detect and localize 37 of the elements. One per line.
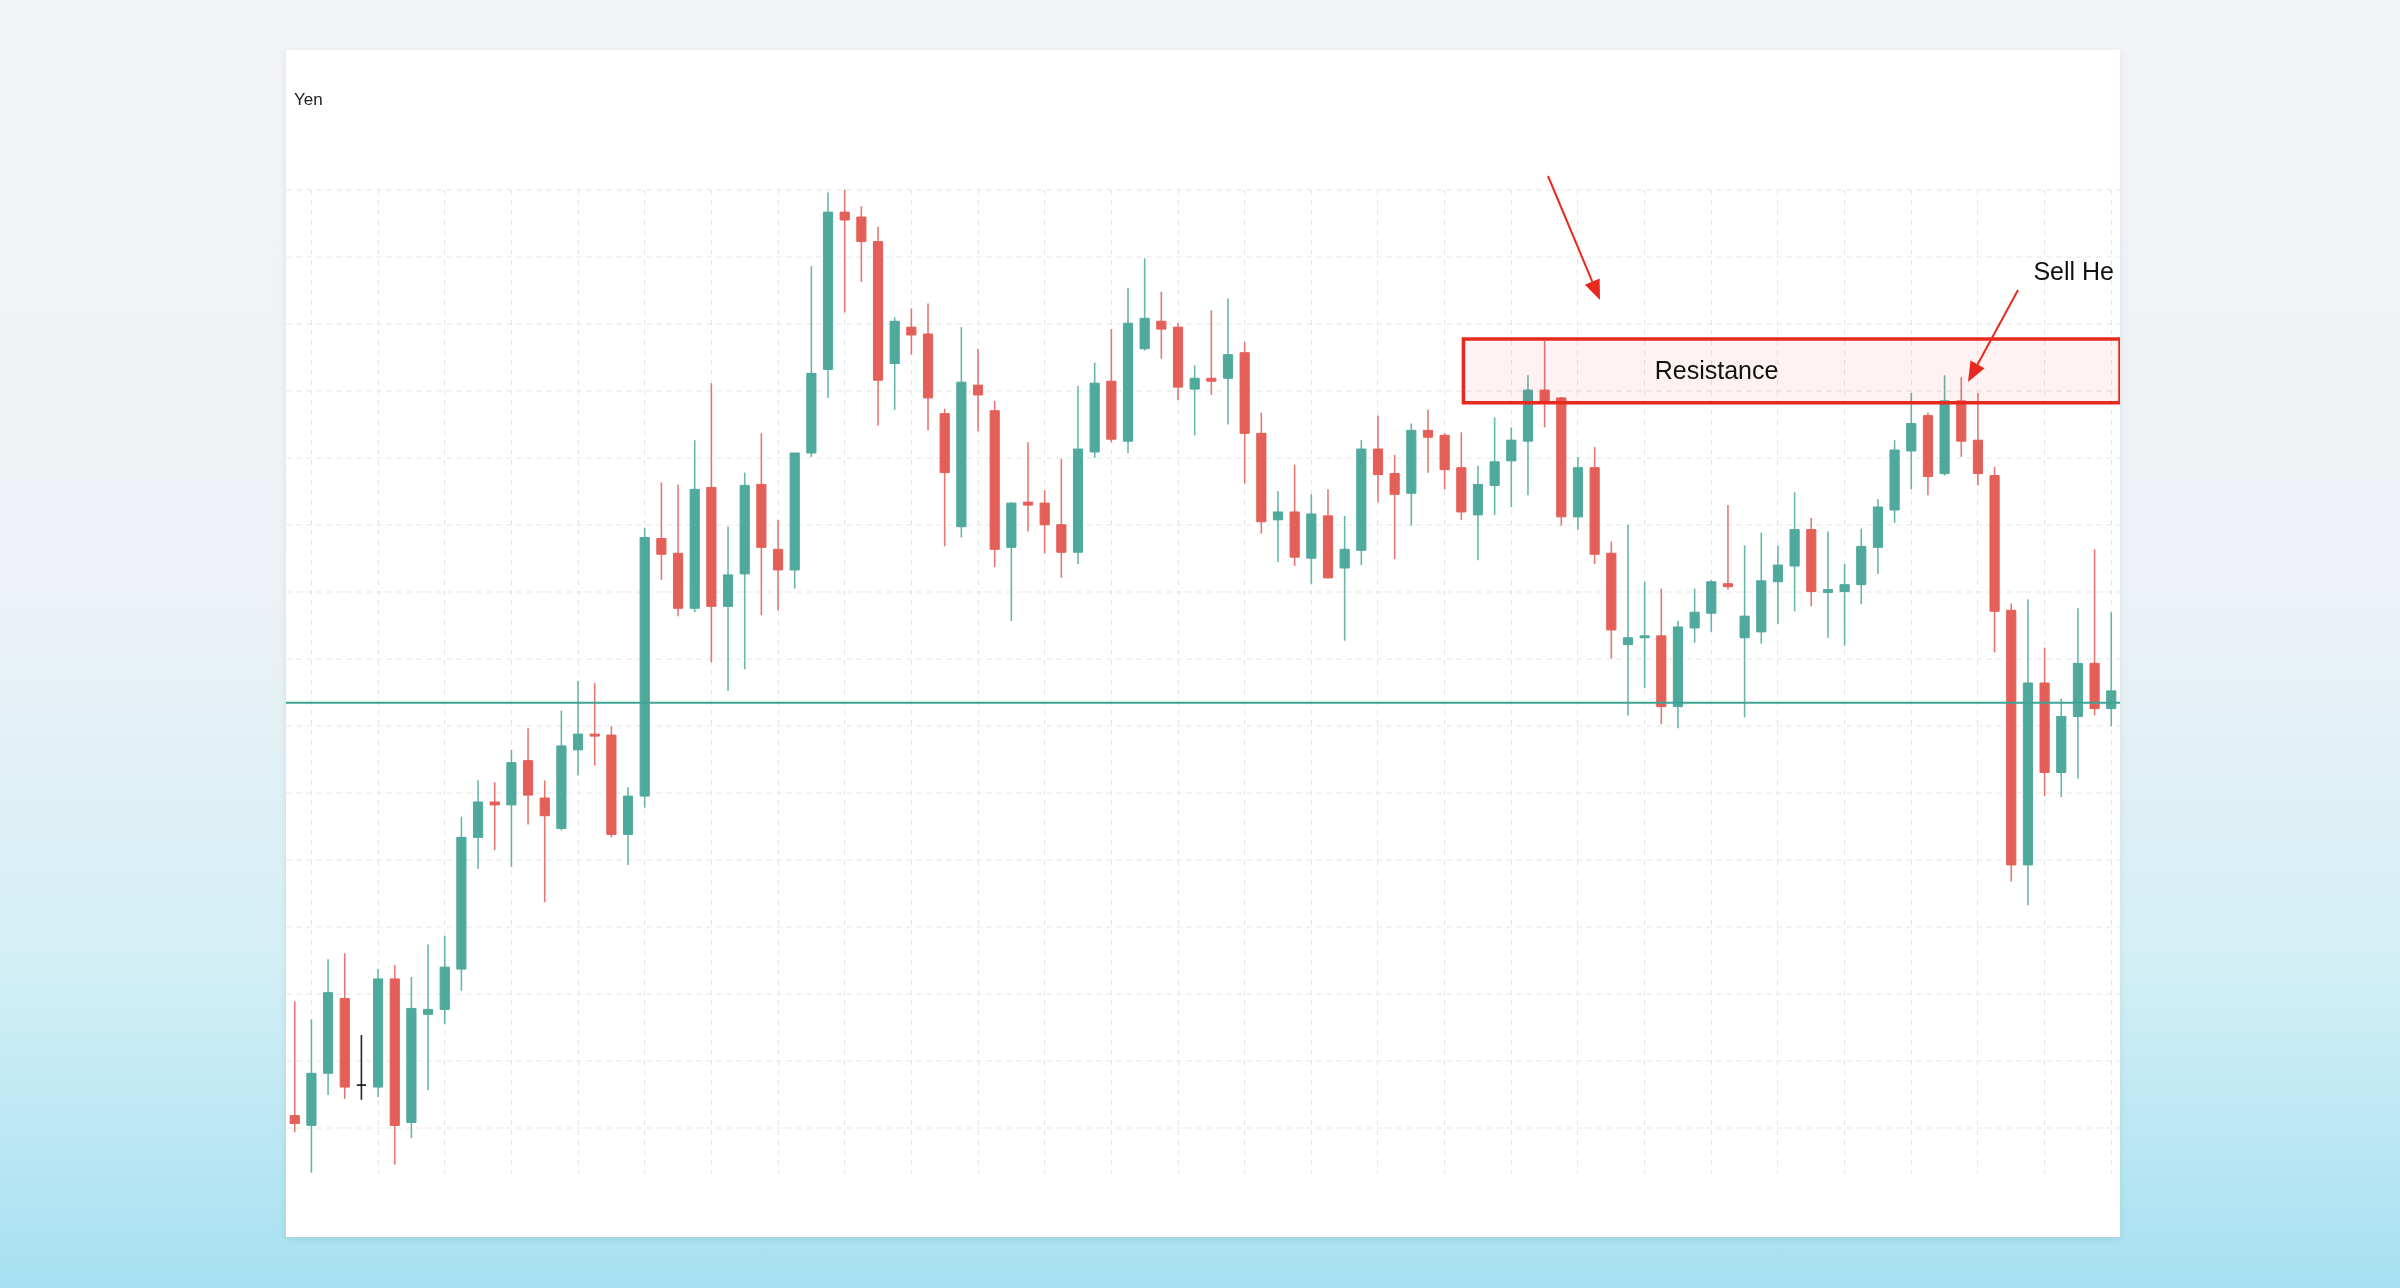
candlestick	[539, 779, 550, 904]
chart-title: Yen	[294, 90, 323, 109]
candlestick	[1022, 441, 1034, 533]
candlestick	[1739, 544, 1750, 719]
candlestick	[1222, 297, 1234, 426]
candlestick	[906, 307, 917, 356]
candlestick	[656, 481, 667, 581]
candlestick	[1622, 523, 1634, 717]
candlestick	[972, 347, 984, 433]
candlestick	[2106, 611, 2117, 728]
candlestick	[1506, 426, 1517, 508]
candlestick	[356, 1034, 367, 1101]
candlestick	[1539, 340, 1550, 429]
candlestick	[489, 781, 500, 851]
candlestick	[1822, 530, 1834, 639]
candlestick	[1389, 454, 1400, 560]
candlestick	[1339, 515, 1350, 642]
candlestick	[1839, 563, 1850, 647]
candlestick	[289, 1000, 300, 1134]
candlestick	[1422, 408, 1434, 474]
band-label: Resistance	[1654, 355, 1779, 384]
candlestick	[1489, 416, 1500, 516]
candlestick	[572, 680, 584, 777]
candlestick	[772, 519, 784, 612]
candlestick	[1689, 587, 1700, 644]
candlestick	[1639, 580, 1650, 689]
candlestick	[1772, 544, 1784, 625]
candlestick	[1722, 504, 1734, 591]
candlestick	[1206, 309, 1217, 396]
annotation: Sell He	[2033, 257, 2114, 285]
candlestick	[1039, 489, 1050, 555]
candlestick	[422, 943, 434, 1091]
candlestick	[1156, 290, 1167, 360]
candlestick	[839, 188, 850, 314]
candlestick	[589, 682, 600, 767]
candlestick	[1189, 364, 1200, 437]
candlestick	[1272, 490, 1284, 563]
